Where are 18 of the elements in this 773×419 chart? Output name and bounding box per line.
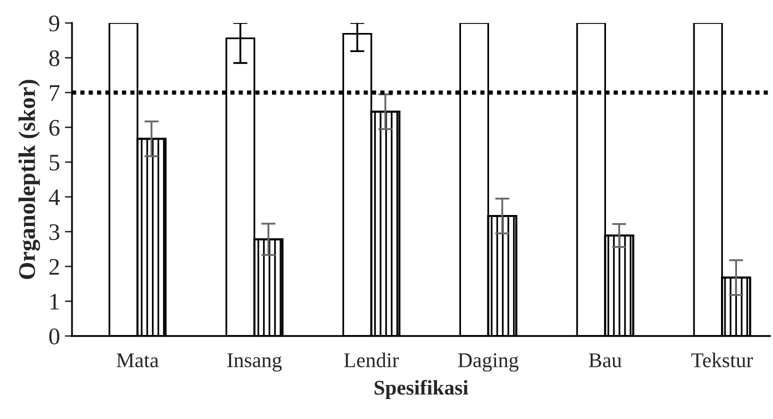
- x-tick-label: Mata: [116, 353, 159, 368]
- x-axis-title: Spesifikasi: [374, 380, 468, 399]
- x-tick-label: Daging: [458, 353, 518, 372]
- x-tick-label: Bau: [588, 353, 622, 368]
- x-tick-label: Tekstur: [691, 352, 753, 368]
- y-tick-label: 6: [49, 120, 60, 136]
- y-tick-label: 2: [49, 259, 59, 275]
- x-tick-label: Insang: [227, 353, 282, 372]
- y-tick-label: 1: [50, 294, 59, 310]
- y-tick-label: 3: [50, 224, 60, 240]
- y-tick-label: 7: [50, 85, 60, 101]
- y-tick-label: 8: [49, 50, 60, 66]
- y-tick-label: 9: [49, 16, 60, 32]
- y-tick-label: 5: [50, 154, 60, 171]
- y-axis-title: Organoleptik (skor): [18, 80, 40, 280]
- y-tick-label: 0: [49, 328, 60, 344]
- y-tick-label: 4: [48, 190, 60, 206]
- x-tick-label: Lendir: [344, 352, 399, 368]
